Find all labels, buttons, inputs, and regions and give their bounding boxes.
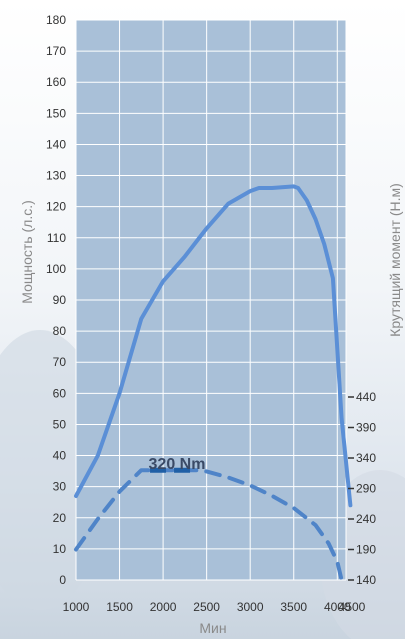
- torque-curve: [74, 468, 344, 582]
- grid: [75, 19, 347, 581]
- torque-peak-annotation: 320 Nm: [149, 456, 206, 473]
- y-tick-label-110: 110: [47, 231, 66, 245]
- x-tick-label-2000: 2000: [150, 600, 177, 614]
- x-tick-label-2500: 2500: [193, 600, 220, 614]
- y-tick-label-160: 160: [46, 75, 66, 89]
- y2-tick-label-290: 290: [356, 482, 376, 496]
- y2-tick-label-240: 240: [356, 512, 376, 526]
- x-axis-label: Мин: [199, 620, 226, 636]
- y2-tick-label-440: 440: [356, 390, 376, 404]
- y2-axis-label: Крутящий момент (Н.м): [387, 183, 403, 337]
- x-tick-label-1000: 1000: [63, 600, 90, 614]
- y-tick-label-150: 150: [46, 106, 66, 120]
- y-tick-label-120: 120: [46, 200, 66, 214]
- x-tick-label-4000: 4000: [324, 600, 351, 614]
- y-tick-label-170: 170: [46, 44, 66, 58]
- x-tick-label-4500: 4500: [339, 600, 366, 614]
- y-tick-label-140: 140: [46, 137, 66, 151]
- y-tick-label-30: 30: [53, 480, 67, 494]
- y2-tick-label-190: 190: [356, 543, 376, 557]
- y-tick-label-100: 100: [46, 262, 66, 276]
- y-tick-label-40: 40: [53, 449, 67, 463]
- x-tick-label-3000: 3000: [237, 600, 264, 614]
- y-tick-label-70: 70: [53, 355, 67, 369]
- y-tick-label-90: 90: [53, 293, 67, 307]
- y2-axis-ticks: 140 190 240 290 340 390 440: [348, 390, 376, 587]
- y-tick-label-50: 50: [53, 417, 67, 431]
- series-layer: [74, 184, 353, 582]
- y2-tick-label-140: 140: [356, 573, 376, 587]
- y-tick-label-180: 180: [46, 13, 66, 27]
- y-tick-label-130: 130: [46, 169, 66, 183]
- x-tick-label-1500: 1500: [106, 600, 133, 614]
- y-tick-label-10: 10: [53, 542, 67, 556]
- y-axis-ticks: 0 10 20 30 40 50 60 70 80 90 100 110 120 130 140 150 160…: [46, 13, 66, 587]
- y2-tick-label-390: 390: [356, 421, 376, 435]
- y-tick-label-0: 0: [59, 573, 66, 587]
- x-tick-label-3500: 3500: [280, 600, 307, 614]
- y-tick-label-60: 60: [53, 386, 67, 400]
- y2-tick-label-340: 340: [356, 451, 376, 465]
- y-tick-label-80: 80: [53, 324, 67, 338]
- y-axis-label: Мощность (л.с.): [19, 200, 35, 304]
- y-tick-label-20: 20: [53, 511, 67, 525]
- power-curve: [74, 184, 353, 508]
